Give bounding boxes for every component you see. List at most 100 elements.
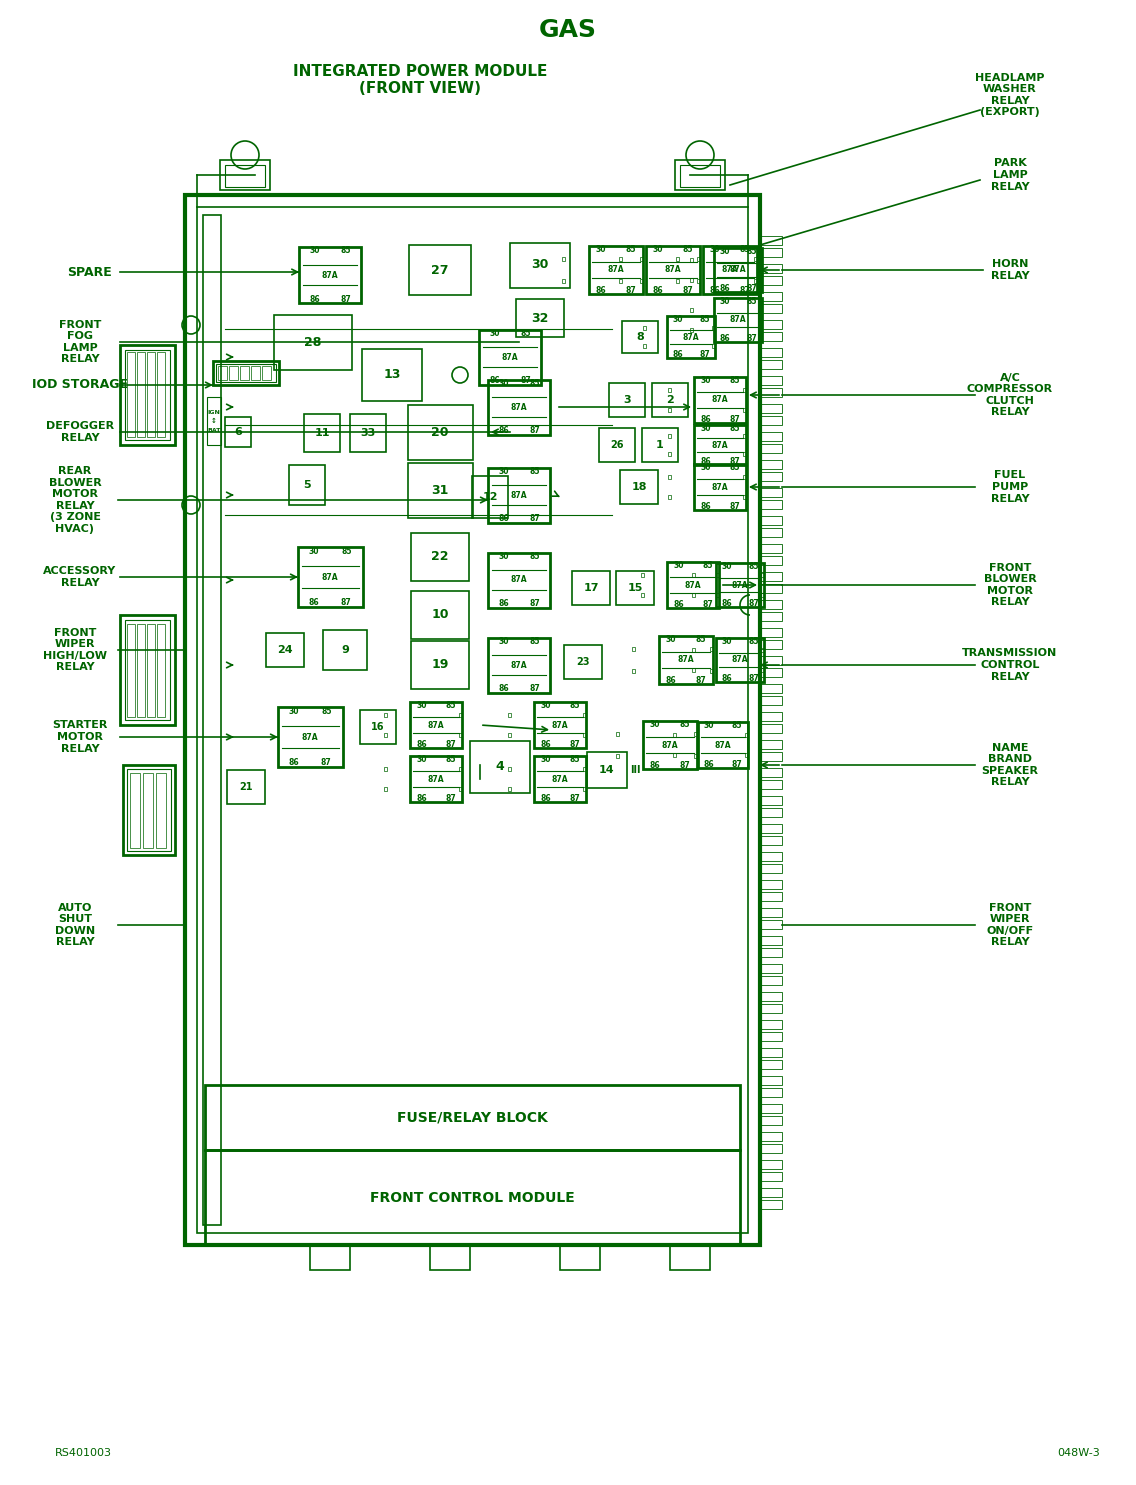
Bar — [562, 279, 565, 282]
Bar — [743, 434, 746, 438]
Text: STARTER
MOTOR
RELAY: STARTER MOTOR RELAY — [52, 720, 108, 753]
Text: 12: 12 — [483, 492, 498, 502]
Bar — [216, 364, 276, 382]
Bar — [760, 1160, 782, 1169]
Bar — [488, 468, 550, 523]
Bar — [760, 921, 782, 930]
Text: 30: 30 — [289, 707, 299, 716]
Bar — [127, 624, 135, 717]
Text: III: III — [629, 765, 641, 775]
Bar — [761, 649, 765, 652]
Text: 85: 85 — [749, 561, 759, 572]
Bar — [760, 359, 782, 368]
Text: 87: 87 — [695, 676, 707, 685]
Text: 85: 85 — [749, 637, 759, 646]
Text: FRONT
WIPER
HIGH/LOW
RELAY: FRONT WIPER HIGH/LOW RELAY — [43, 628, 107, 673]
Bar — [185, 195, 760, 1244]
Bar — [640, 257, 643, 261]
Bar — [609, 383, 645, 417]
Bar — [694, 425, 746, 465]
Bar — [694, 463, 746, 509]
Text: 85: 85 — [529, 466, 540, 475]
Text: 4: 4 — [495, 760, 504, 774]
Bar — [157, 352, 165, 437]
Text: 86: 86 — [490, 376, 500, 385]
Bar — [220, 160, 270, 190]
Bar — [760, 1117, 782, 1126]
Text: 87A: 87A — [721, 266, 738, 275]
Bar — [760, 500, 782, 509]
Bar — [588, 247, 643, 294]
Bar — [641, 593, 644, 597]
Bar — [760, 992, 782, 1001]
Bar — [760, 656, 782, 665]
Text: 87: 87 — [740, 285, 751, 294]
Text: HEADLAMP
WASHER
RELAY
(EXPORT): HEADLAMP WASHER RELAY (EXPORT) — [975, 73, 1045, 117]
Bar — [745, 753, 747, 757]
Text: 86: 86 — [416, 740, 427, 748]
Bar — [147, 624, 154, 717]
Bar — [760, 824, 782, 833]
Text: 6: 6 — [234, 428, 242, 437]
Bar — [277, 707, 342, 766]
Bar — [459, 713, 462, 717]
Bar — [716, 563, 765, 607]
Bar — [310, 1244, 350, 1270]
Bar — [362, 349, 421, 401]
Bar — [384, 766, 387, 771]
Bar — [760, 1143, 782, 1152]
Bar — [408, 462, 473, 517]
Text: 87: 87 — [626, 285, 636, 294]
Bar — [227, 771, 265, 803]
Text: 87: 87 — [341, 598, 352, 607]
Bar — [137, 624, 145, 717]
Bar — [229, 365, 239, 380]
Bar — [760, 1103, 782, 1112]
Text: ACCESSORY
RELAY: ACCESSORY RELAY — [43, 566, 117, 588]
Text: 87A: 87A — [427, 775, 444, 784]
Text: 87: 87 — [569, 794, 580, 803]
Text: 30: 30 — [309, 546, 319, 555]
Text: 85: 85 — [696, 636, 707, 644]
Text: 86: 86 — [595, 285, 607, 294]
Bar — [616, 732, 619, 737]
Text: 87A: 87A — [321, 573, 339, 582]
Bar — [240, 365, 249, 380]
Bar — [690, 328, 693, 331]
Bar — [410, 756, 462, 802]
Bar — [760, 529, 782, 538]
Text: 30: 30 — [700, 463, 711, 472]
Bar — [760, 864, 782, 873]
Text: 86: 86 — [540, 794, 551, 803]
Text: 87A: 87A — [321, 270, 339, 279]
Bar — [760, 852, 782, 861]
Text: 30: 30 — [721, 637, 732, 646]
Bar — [760, 751, 782, 760]
Text: FUEL
PUMP
RELAY: FUEL PUMP RELAY — [991, 471, 1029, 503]
Text: 87: 87 — [520, 376, 531, 385]
Bar — [616, 753, 619, 757]
Text: 30: 30 — [700, 423, 711, 432]
Bar — [583, 787, 586, 792]
Text: 87A: 87A — [732, 655, 749, 664]
Text: 85: 85 — [729, 376, 740, 385]
Text: 85: 85 — [683, 245, 693, 254]
Bar — [694, 732, 698, 737]
Text: GAS: GAS — [538, 18, 598, 42]
Bar — [760, 388, 782, 396]
Bar — [760, 1077, 782, 1086]
Bar — [459, 734, 462, 737]
Bar — [754, 279, 757, 282]
Text: 30: 30 — [710, 245, 720, 254]
Text: 87A: 87A — [511, 661, 527, 670]
Bar — [698, 722, 747, 768]
Text: 30: 30 — [499, 379, 509, 388]
Bar — [479, 330, 541, 385]
Text: 30: 30 — [595, 245, 607, 254]
Text: 30: 30 — [499, 552, 509, 561]
Text: 87: 87 — [732, 760, 742, 769]
Text: 85: 85 — [529, 379, 540, 388]
Bar — [760, 432, 782, 441]
Text: NAME
BRAND
SPEAKER
RELAY: NAME BRAND SPEAKER RELAY — [982, 742, 1038, 787]
Text: 30: 30 — [499, 637, 509, 646]
